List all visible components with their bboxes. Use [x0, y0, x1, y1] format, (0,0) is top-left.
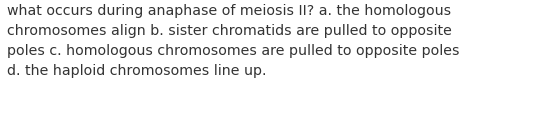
Text: what occurs during anaphase of meiosis II? a. the homologous
chromosomes align b: what occurs during anaphase of meiosis I…	[7, 4, 460, 78]
